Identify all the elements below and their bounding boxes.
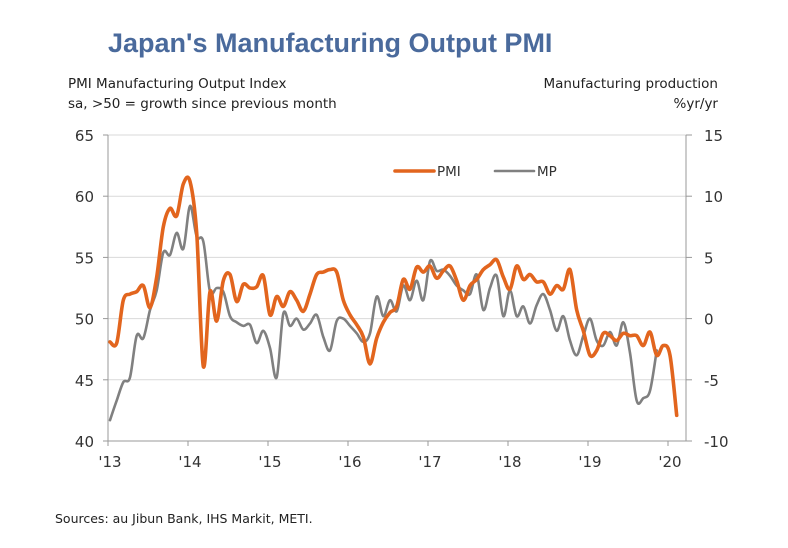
right-axis-title: Manufacturing production: [543, 76, 718, 92]
left-tick-label: 50: [75, 311, 94, 329]
left-tick-label: 40: [75, 433, 94, 451]
legend-label-pmi: PMI: [437, 164, 461, 180]
right-tick-label: 10: [704, 188, 723, 206]
x-tick-label: '20: [658, 453, 681, 471]
x-tick-label: '16: [338, 453, 361, 471]
right-tick-label: -5: [704, 372, 719, 390]
left-tick-label: 55: [75, 249, 94, 267]
right-tick-label: 5: [704, 249, 714, 267]
x-tick-label: '17: [418, 453, 441, 471]
left-tick-label: 65: [75, 127, 94, 145]
left-tick-label: 60: [75, 188, 94, 206]
right-tick-label: 15: [704, 127, 723, 145]
x-tick-label: '15: [258, 453, 281, 471]
legend-label-mp: MP: [537, 164, 557, 180]
left-axis-subtitle: sa, >50 = growth since previous month: [68, 96, 337, 112]
right-tick-label: -10: [704, 433, 729, 451]
x-tick-label: '14: [178, 453, 201, 471]
series-line-mp: [108, 204, 658, 422]
left-tick-label: 45: [75, 372, 94, 390]
chart-title: Japan's Manufacturing Output PMI: [108, 28, 553, 58]
x-tick-label: '18: [498, 453, 521, 471]
right-axis-subtitle: %yr/yr: [673, 96, 718, 112]
x-tick-label: '13: [98, 453, 121, 471]
right-tick-label: 0: [704, 311, 714, 329]
source-note: Sources: au Jibun Bank, IHS Markit, METI…: [55, 511, 313, 526]
left-axis-title: PMI Manufacturing Output Index: [68, 76, 287, 92]
x-tick-label: '19: [578, 453, 601, 471]
series-line-pmi: [108, 175, 679, 418]
